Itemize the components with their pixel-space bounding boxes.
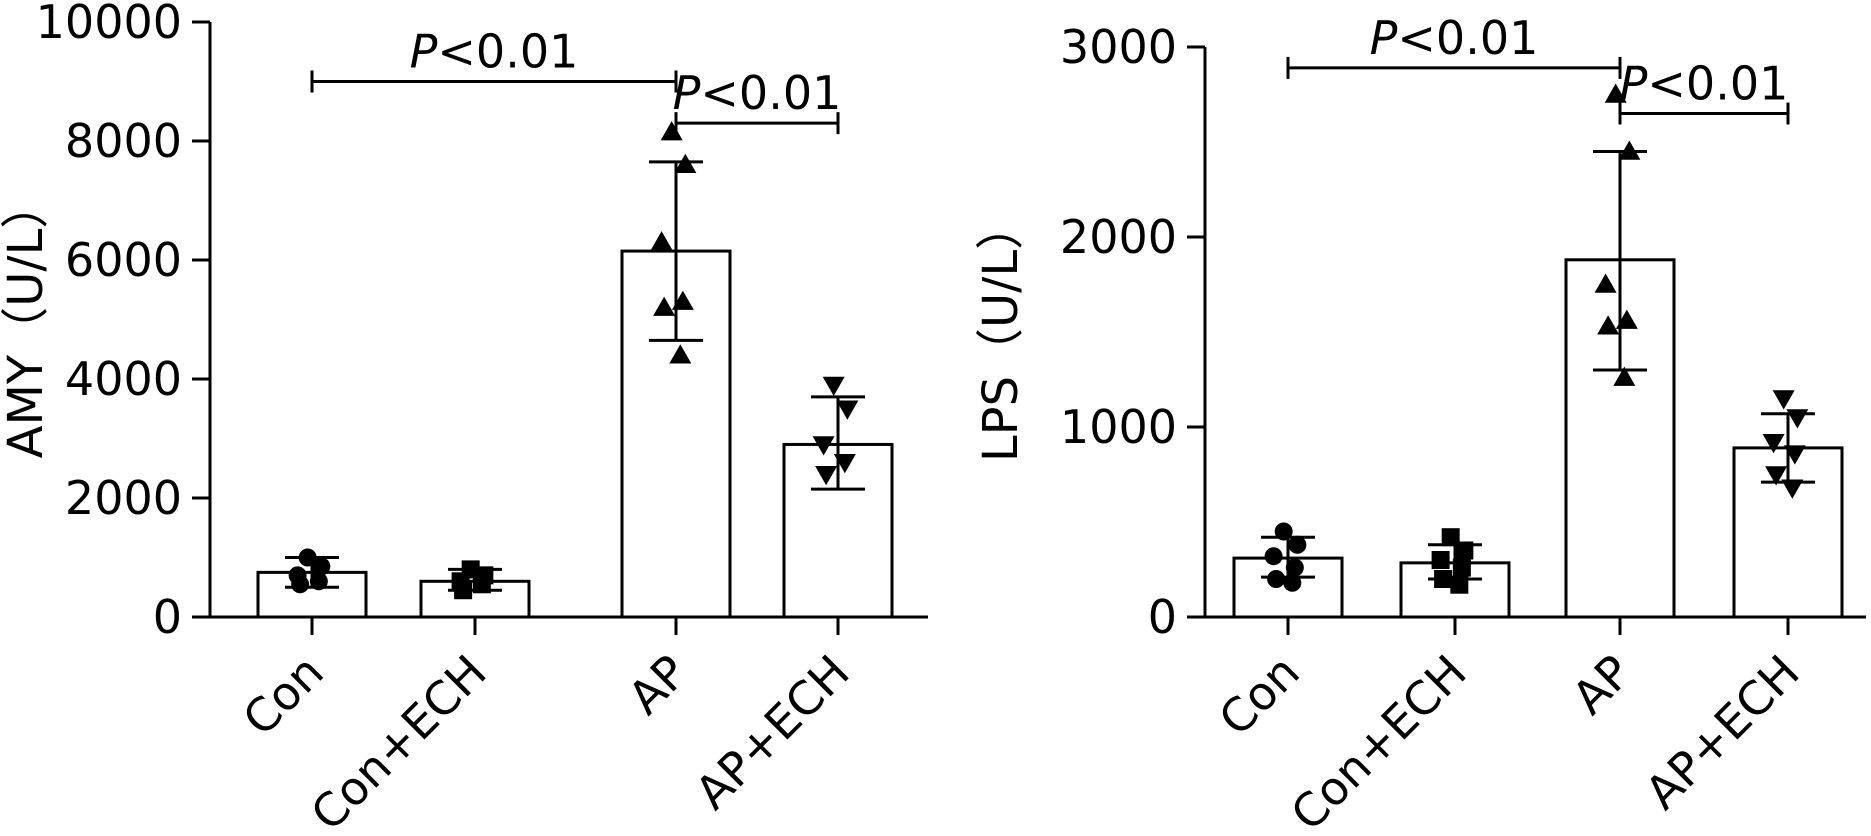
y-axis-label: LPS（U/L） [973, 202, 1029, 462]
data-point [674, 153, 697, 174]
data-point [312, 557, 331, 576]
data-point [309, 572, 328, 591]
data-point [1455, 541, 1474, 560]
data-point [291, 575, 310, 594]
data-point [1450, 575, 1469, 594]
y-axis-label: AMY（U/L） [0, 181, 54, 459]
data-point [1762, 433, 1785, 454]
data-point [1594, 273, 1617, 293]
data-point [1781, 479, 1804, 499]
x-tick-label: AP [1562, 645, 1642, 725]
x-tick-label: Con+ECH [1280, 645, 1476, 836]
data-point [653, 296, 676, 316]
data-point [1452, 558, 1471, 577]
data-point [1597, 315, 1620, 335]
data-point [1613, 366, 1636, 386]
x-tick-label: Con+ECH [300, 645, 496, 836]
data-point [669, 344, 692, 364]
data-point [1604, 83, 1627, 103]
amy-chart: 0 2000 4000 6000 8000 10000 AMY（U/L） ConCon+ECH… [0, 0, 928, 836]
data-point [833, 454, 856, 474]
x-tick-label: AP [618, 645, 698, 725]
bar [419, 579, 531, 619]
data-point [650, 231, 673, 251]
data-point [1615, 309, 1638, 329]
data-point [472, 575, 491, 594]
x-tick-label: Con [1208, 645, 1309, 746]
significance-label: P<0.01 [1370, 11, 1539, 65]
x-tick-label: AP+ECH [1635, 645, 1810, 820]
data-point [1434, 570, 1453, 588]
y-tick-label: 0 [1148, 590, 1177, 644]
y-tick-label: 2000 [1060, 210, 1177, 264]
data-point [1264, 547, 1283, 566]
data-point [298, 548, 317, 567]
data-point [1283, 573, 1302, 592]
y-tick-label: 0 [153, 590, 182, 644]
y-tick-label: 4000 [65, 352, 182, 406]
data-point [660, 121, 683, 141]
y-tick-label: 6000 [65, 233, 182, 287]
data-point [1441, 528, 1460, 547]
x-tick-label: AP+ECH [685, 645, 860, 820]
data-point [1288, 535, 1307, 554]
significance-label: P<0.01 [673, 66, 842, 120]
data-point [822, 376, 845, 396]
y-tick-label: 10000 [36, 0, 182, 49]
y-tick-label: 3000 [1060, 20, 1177, 74]
data-point [812, 436, 835, 456]
data-point [671, 290, 694, 310]
x-tick-label: Con [232, 645, 333, 746]
data-point [1783, 445, 1806, 465]
data-point [1267, 570, 1286, 588]
data-point [815, 465, 838, 486]
data-point [1274, 522, 1293, 541]
y-tick-label: 8000 [65, 114, 182, 168]
data-point [1618, 140, 1641, 160]
data-point [1765, 466, 1788, 486]
data-point [1772, 390, 1795, 410]
data-point [836, 400, 859, 420]
data-point [1285, 558, 1304, 577]
data-point [1786, 409, 1809, 429]
significance-label: P<0.01 [1620, 57, 1789, 111]
y-tick-label: 2000 [65, 471, 182, 525]
y-tick-label: 1000 [1060, 400, 1177, 454]
data-point [1431, 551, 1450, 569]
data-point [454, 581, 473, 600]
significance-label: P<0.01 [410, 25, 579, 79]
